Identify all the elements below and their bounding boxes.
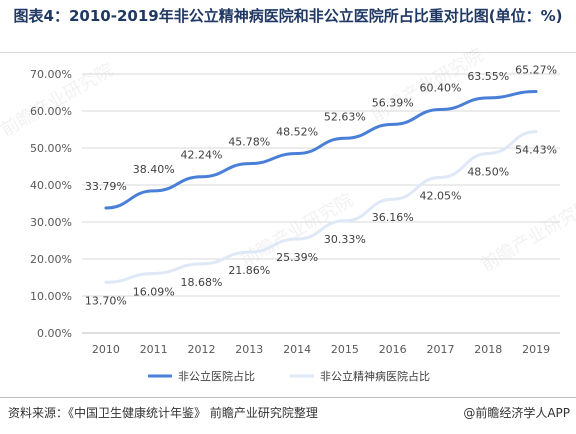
data-label: 25.39%	[276, 251, 318, 264]
data-label: 13.70%	[85, 294, 127, 307]
data-label: 60.40%	[420, 82, 462, 95]
data-label: 33.79%	[85, 180, 127, 193]
series-lines	[104, 90, 538, 284]
x-tick-label: 2012	[188, 343, 216, 356]
data-label: 56.39%	[372, 96, 414, 109]
x-tick-label: 2018	[474, 343, 502, 356]
data-label: 48.52%	[276, 125, 318, 138]
footer-divider	[0, 397, 576, 398]
source-note: 资料来源：《中国卫生健康统计年鉴》 前瞻产业研究院整理	[8, 406, 318, 420]
brand-credit: @前瞻经济学人APP	[463, 406, 570, 420]
y-tick-label: 70.00%	[30, 68, 72, 81]
data-label: 30.33%	[324, 233, 366, 246]
title-divider	[0, 52, 576, 53]
data-label: 48.50%	[467, 166, 509, 179]
data-label: 54.43%	[515, 144, 557, 157]
y-tick-label: 60.00%	[30, 105, 72, 118]
x-axis-ticks: 2010 2011 2012 2013 2014 2015 2016 2017 2018 2019	[92, 343, 550, 356]
y-tick-label: 20.00%	[30, 253, 72, 266]
y-tick-label: 50.00%	[30, 142, 72, 155]
y-axis-ticks: 0.00% 10.00% 20.00% 30.00% 40.00% 50.00% 60.00…	[30, 68, 72, 340]
y-tick-label: 0.00%	[37, 327, 72, 340]
x-tick-label: 2013	[235, 343, 263, 356]
y-tick-label: 30.00%	[30, 216, 72, 229]
data-label: 42.05%	[420, 189, 462, 202]
data-label: 16.09%	[133, 285, 175, 298]
x-tick-label: 2015	[331, 343, 359, 356]
x-tick-label: 2014	[283, 343, 311, 356]
data-label: 65.27%	[515, 64, 557, 77]
legend-label: 非公立精神病医院占比	[320, 369, 430, 383]
legend-label: 非公立医院占比	[178, 369, 255, 383]
series-line-nonpublic-hospital	[104, 90, 538, 210]
x-tick-label: 2011	[140, 343, 168, 356]
y-tick-label: 10.00%	[30, 290, 72, 303]
data-label: 42.24%	[181, 149, 223, 162]
x-tick-label: 2010	[92, 343, 120, 356]
data-label: 36.16%	[372, 211, 414, 224]
data-label: 38.40%	[133, 163, 175, 176]
data-label: 18.68%	[181, 276, 223, 289]
series-line-nonpublic-psychiatric	[104, 130, 538, 284]
grid-lines	[82, 73, 560, 334]
watermark-text: 前瞻产业研究院	[477, 195, 576, 276]
x-tick-label: 2019	[522, 343, 550, 356]
chart-title: 图表4：2010-2019年非公立精神病医院和非公立医院所占比重对比图(单位：%…	[13, 7, 563, 25]
x-tick-label: 2016	[379, 343, 407, 356]
y-tick-label: 40.00%	[30, 179, 72, 192]
data-label: 52.63%	[324, 110, 366, 123]
data-label: 45.78%	[228, 136, 270, 149]
x-tick-label: 2017	[427, 343, 455, 356]
data-label: 21.86%	[228, 264, 270, 277]
legend: 非公立医院占比 非公立精神病医院占比	[148, 369, 430, 383]
data-label: 63.55%	[467, 70, 509, 83]
data-labels: 33.79% 38.40% 42.24% 45.78% 48.52% 52.63% 56.3…	[85, 64, 557, 308]
